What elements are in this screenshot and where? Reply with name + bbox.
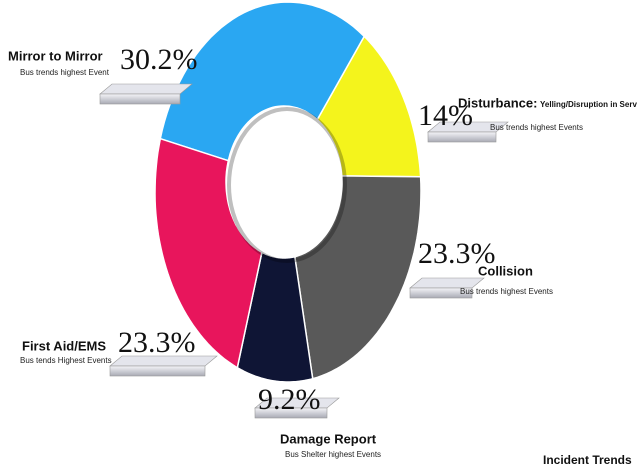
category-detail: Yelling/Disruption in Service xyxy=(540,100,637,109)
category-subtitle: Bus trends highest Events xyxy=(490,123,583,132)
pedestal xyxy=(409,287,473,299)
category-label: Damage Report xyxy=(280,431,377,446)
value-label: 30.2% xyxy=(120,43,198,76)
category-label: Mirror to Mirror xyxy=(8,48,103,63)
category-label: Collision xyxy=(478,263,533,278)
value-label: 23.3% xyxy=(418,237,496,270)
category-label: Disturbance: xyxy=(458,95,537,110)
donut-slice xyxy=(293,175,422,380)
pedestal xyxy=(99,83,193,95)
category-subtitle: Bus tends Highest Events xyxy=(20,356,112,365)
pedestal xyxy=(427,131,497,143)
category-subtitle: Bus trends highest Events xyxy=(460,287,553,296)
value-label: 14% xyxy=(418,99,473,132)
category-label: First Aid/EMS xyxy=(22,338,106,353)
pedestal xyxy=(109,365,206,377)
donut-hole-shadow xyxy=(227,107,347,263)
pedestal xyxy=(254,407,328,419)
donut-slice xyxy=(154,137,263,369)
chart-title: Incident Trends xyxy=(543,453,632,467)
category-subtitle: Bus trends highest Event xyxy=(20,68,110,77)
value-label: 9.2% xyxy=(258,383,321,416)
value-label: 23.3% xyxy=(118,326,196,359)
pedestal xyxy=(99,93,181,105)
category-subtitle: Bus Shelter highest Events xyxy=(285,450,381,459)
